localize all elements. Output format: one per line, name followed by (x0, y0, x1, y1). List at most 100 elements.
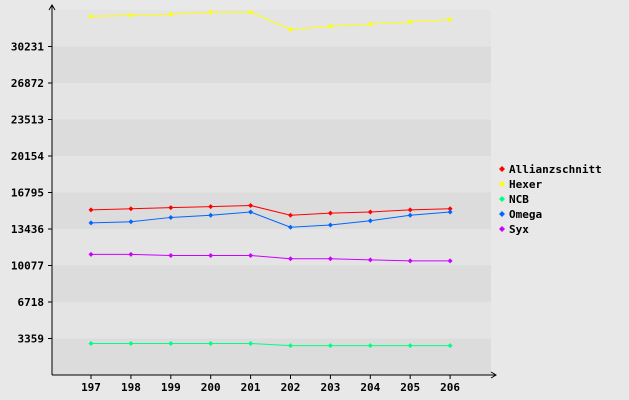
data-point (128, 251, 134, 257)
legend-label: Syx (509, 223, 529, 236)
data-point (367, 21, 373, 27)
series-line (90, 211, 451, 228)
series-line (91, 253, 451, 262)
legend-marker (499, 196, 505, 202)
y-axis-ticks: 3359 6718 10077 13436 16795 20154 23513 26872 30… (11, 41, 52, 346)
data-point (88, 207, 94, 213)
series-line (90, 11, 451, 30)
data-point (447, 209, 453, 215)
data-point (288, 26, 293, 32)
x-tick-label: 200 (201, 381, 221, 394)
data-point (327, 343, 333, 349)
data-point (288, 224, 293, 230)
series-line (91, 342, 451, 347)
data-point (407, 343, 413, 349)
data-point (88, 340, 94, 346)
data-point (88, 13, 94, 19)
data-point (168, 340, 174, 346)
legend: Allianzschnitt Hexer NCB Omega Syx (499, 163, 602, 236)
data-point (88, 251, 94, 257)
data-point (208, 252, 214, 258)
x-axis-arrow (490, 371, 497, 379)
data-point (327, 222, 333, 228)
x-tick-label: 197 (81, 381, 101, 394)
data-point (327, 23, 333, 29)
grid-band (52, 229, 491, 266)
data-point (288, 212, 293, 218)
grid-bands (52, 10, 491, 375)
grid-band (52, 156, 491, 193)
legend-marker (499, 211, 505, 217)
data-point (128, 219, 134, 225)
data-point (367, 209, 373, 215)
y-tick-label: 23513 (11, 114, 44, 127)
x-axis-ticks: 197 198 199 200 201 202 203 204 205 206 (81, 375, 460, 394)
data-point (248, 9, 254, 15)
y-tick-label: 13436 (11, 223, 44, 236)
series-line (90, 204, 451, 216)
data-point (168, 252, 174, 258)
data-point (168, 214, 174, 220)
y-tick-label: 16795 (11, 187, 44, 200)
data-point (447, 258, 453, 264)
grid-band (52, 83, 491, 120)
data-point (168, 205, 174, 211)
data-point (208, 340, 214, 346)
data-point (327, 256, 333, 262)
data-point (407, 212, 413, 218)
y-axis-arrow (48, 4, 56, 11)
data-point (248, 202, 254, 208)
legend-label: NCB (509, 193, 529, 206)
x-tick-label: 205 (400, 381, 420, 394)
data-point (128, 340, 134, 346)
data-point (447, 17, 453, 23)
data-point (248, 252, 254, 258)
data-point (208, 204, 214, 210)
data-point (288, 343, 293, 349)
legend-marker (499, 181, 505, 187)
data-point (407, 258, 413, 264)
data-point (407, 19, 413, 25)
legend-marker (499, 166, 505, 172)
data-point (88, 220, 94, 226)
data-point (208, 212, 214, 218)
grid-band (52, 10, 491, 47)
legend-label: Allianzschnitt (509, 163, 602, 176)
x-tick-label: 199 (161, 381, 181, 394)
x-tick-label: 204 (360, 381, 380, 394)
x-tick-label: 198 (121, 381, 141, 394)
y-tick-label: 3359 (18, 333, 45, 346)
y-tick-label: 10077 (11, 260, 44, 273)
legend-marker (499, 226, 505, 232)
grid-band (52, 302, 491, 339)
data-point (128, 12, 134, 18)
grid-band (52, 46, 491, 83)
grid-band (52, 265, 491, 302)
legend-label: Hexer (509, 178, 542, 191)
data-point (367, 218, 373, 224)
data-point (407, 207, 413, 213)
data-point (208, 9, 214, 15)
data-point (447, 343, 453, 349)
x-tick-label: 203 (320, 381, 340, 394)
data-point (248, 340, 254, 346)
x-tick-label: 206 (440, 381, 460, 394)
x-tick-label: 202 (281, 381, 301, 394)
series-lines (88, 9, 453, 349)
data-point (367, 257, 373, 263)
data-point (168, 11, 174, 17)
data-point (367, 343, 373, 349)
data-point (128, 206, 134, 212)
y-tick-label: 30231 (11, 41, 44, 54)
y-tick-label: 26872 (11, 77, 44, 90)
axes (48, 4, 497, 379)
legend-label: Omega (509, 208, 542, 221)
data-point (327, 210, 333, 216)
data-point (288, 256, 293, 262)
y-tick-label: 20154 (11, 150, 44, 163)
grid-band (52, 119, 491, 156)
x-tick-label: 201 (241, 381, 261, 394)
data-point (248, 209, 254, 215)
